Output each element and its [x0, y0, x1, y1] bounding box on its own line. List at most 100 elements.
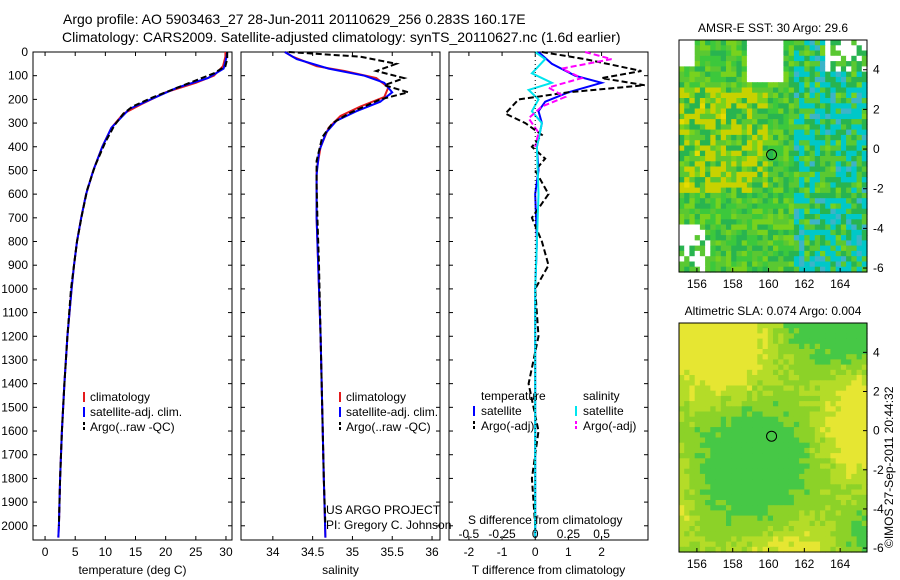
map-cell [846, 359, 852, 366]
map-cell [762, 214, 769, 220]
map-cell [783, 119, 790, 125]
map-cell [793, 406, 800, 413]
map-cell [746, 375, 753, 381]
map-cell [731, 45, 737, 52]
x-tick-label: 36 [425, 545, 439, 559]
map-cell [840, 500, 847, 506]
map-cell [715, 359, 722, 366]
map-cell [757, 531, 764, 537]
map-cell [820, 182, 826, 189]
map-cell [726, 541, 732, 548]
map-cell [699, 484, 706, 491]
map-cell [799, 140, 805, 147]
map-cell [694, 349, 701, 355]
map-cell [720, 515, 727, 522]
map-cell [846, 45, 852, 52]
map-cell [731, 177, 737, 183]
map-cell [830, 108, 837, 115]
map-cell [699, 134, 706, 141]
map-cell [778, 76, 784, 83]
map-cell [825, 66, 831, 73]
map-cell [793, 453, 800, 459]
map-cell [788, 390, 795, 397]
map-cell [679, 536, 685, 543]
map-cell [825, 108, 831, 115]
map-cell [804, 531, 811, 537]
legend-label: satellite-adj. clim. [90, 405, 182, 419]
map-cell [694, 421, 701, 428]
map-cell [684, 385, 690, 392]
map-cell [726, 124, 732, 131]
map-cell [757, 108, 764, 115]
y-tick-label: 700 [8, 211, 28, 225]
map-cell [851, 103, 858, 110]
map-cell [752, 161, 758, 168]
map-cell [793, 390, 800, 397]
map-cell [752, 510, 758, 517]
map-cell [825, 245, 831, 252]
map-cell [804, 256, 811, 263]
map-cell [840, 82, 847, 89]
map-cell [809, 71, 816, 78]
map-cell [804, 113, 811, 120]
map-cell [814, 421, 821, 428]
map-cell [699, 76, 706, 83]
map-cell [752, 421, 758, 428]
map-cell [773, 536, 779, 543]
map-cell [767, 416, 774, 423]
map-cell [762, 192, 769, 199]
map-cell [804, 437, 811, 444]
map-cell [820, 473, 826, 480]
map-cell [778, 484, 784, 491]
map-cell [778, 245, 784, 252]
map-cell [705, 214, 711, 220]
map-cell [773, 473, 779, 480]
map-cell [856, 66, 863, 73]
map-cell [731, 437, 737, 444]
map-cell [736, 442, 743, 449]
map-cell [710, 261, 717, 268]
map-cell [757, 235, 764, 241]
map-cell [689, 437, 696, 444]
map-cell [840, 526, 847, 532]
map-cell [814, 171, 821, 178]
x-tick-label: 30 [219, 545, 233, 559]
map-cell [835, 447, 842, 454]
map-cell [679, 369, 685, 376]
map-cell [715, 150, 722, 157]
map-cell [705, 108, 711, 115]
map-cell [726, 510, 732, 517]
map-cell [720, 140, 727, 147]
y-tick-label: 100 [8, 69, 28, 83]
map-cell [783, 411, 790, 418]
map-cell [726, 129, 732, 136]
map-cell [741, 82, 748, 89]
map-cell [710, 182, 717, 189]
map-cell [746, 354, 753, 360]
map-cell [746, 489, 753, 496]
map-cell [699, 359, 706, 366]
map-cell [752, 473, 758, 480]
map-cell [814, 380, 821, 387]
map-cell [767, 156, 774, 162]
map-cell [793, 240, 800, 247]
map-cell [741, 349, 748, 355]
map-cell [715, 266, 722, 273]
map-cell [720, 182, 727, 189]
map-cell [731, 500, 737, 506]
map-cell [799, 349, 805, 355]
map-cell [757, 208, 764, 215]
map-cell [840, 323, 847, 329]
map-cell [705, 224, 711, 231]
map-cell [752, 401, 758, 407]
map-cell [715, 484, 722, 491]
map-cell [689, 55, 696, 62]
map-cell [720, 395, 727, 402]
map-cell [851, 250, 858, 257]
map-cell [793, 256, 800, 263]
map-cell [830, 219, 837, 226]
map-cell [783, 510, 790, 517]
map-cell [741, 113, 748, 120]
map-cell [830, 463, 837, 470]
map-cell [773, 192, 779, 199]
